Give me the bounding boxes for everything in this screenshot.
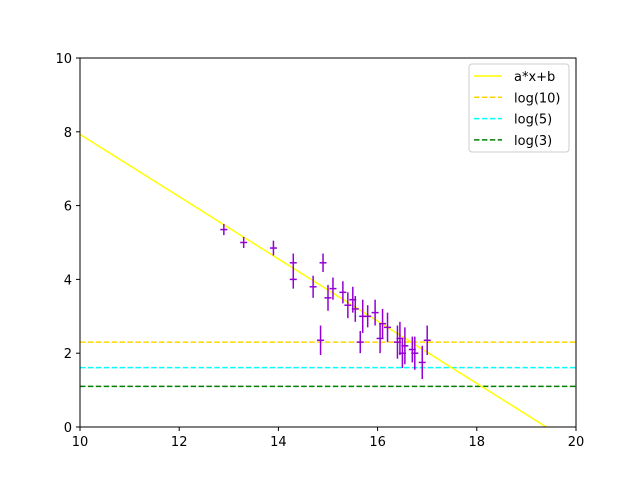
legend-label: log(5) (514, 113, 552, 128)
plot-clipped-group (80, 133, 576, 427)
x-tick-label: 10 (72, 435, 89, 450)
data-point (319, 253, 327, 273)
data-point (339, 281, 347, 304)
y-tick-label: 4 (64, 273, 72, 288)
y-tick-label: 6 (64, 200, 72, 215)
data-point (351, 296, 359, 322)
data-point (269, 240, 277, 256)
y-tick-label: 2 (64, 347, 72, 362)
data-point (324, 284, 332, 311)
legend-label: log(3) (514, 134, 552, 149)
axes-frame (79, 57, 577, 428)
data-point (309, 275, 317, 298)
x-tick-label: 12 (171, 435, 188, 450)
legend: a*x+b log(10) log(5) log(3) (468, 63, 570, 153)
data-point (401, 327, 409, 365)
data-point (289, 253, 297, 273)
plot-area (80, 133, 576, 427)
data-point (344, 292, 352, 319)
x-tick-label: 14 (270, 435, 287, 450)
data-point (364, 305, 372, 328)
x-tick-label: 20 (568, 435, 585, 450)
legend-label: a*x+b (514, 70, 555, 85)
data-point (356, 331, 364, 354)
data-point (379, 308, 387, 339)
data-point (240, 236, 248, 249)
data-point (317, 325, 325, 356)
data-point (220, 224, 228, 236)
data-point (418, 345, 426, 380)
x-tick-label: 16 (369, 435, 386, 450)
data-point (411, 336, 419, 370)
data-point (289, 270, 297, 289)
axes: 10 12 14 16 18 20 0 2 4 6 8 10 (55, 52, 584, 450)
legend-label: log(10) (514, 91, 561, 106)
data-point (384, 312, 392, 343)
data-point (371, 299, 379, 326)
y-tick-label: 10 (55, 52, 72, 67)
data-point (329, 277, 337, 300)
data-point (423, 325, 431, 356)
y-tick-label: 0 (64, 421, 72, 436)
x-tick-label: 18 (469, 435, 486, 450)
legend-box (468, 63, 570, 153)
y-tick-label: 8 (64, 126, 72, 141)
